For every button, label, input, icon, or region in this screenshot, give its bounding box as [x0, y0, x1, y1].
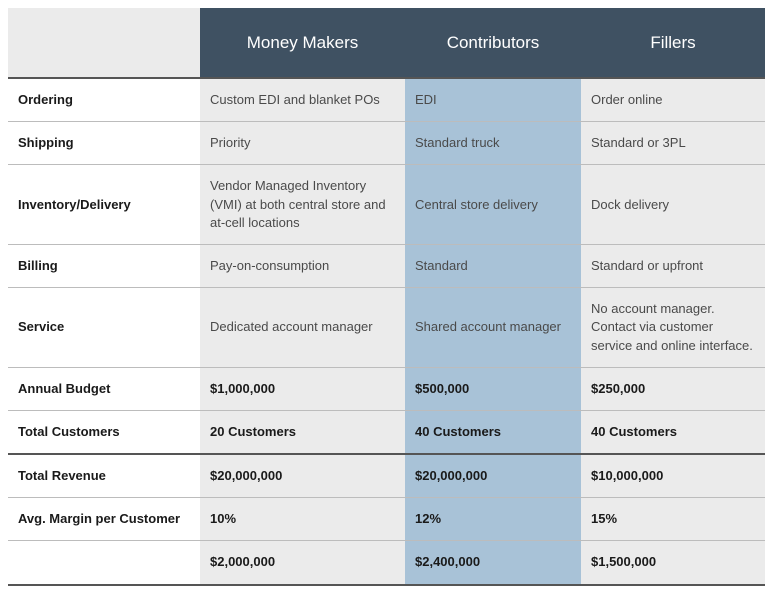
- cell: 12%: [405, 498, 581, 541]
- cell: No account manager. Contact via customer…: [581, 288, 765, 368]
- header-row: Money Makers Contributors Fillers: [8, 8, 765, 78]
- cell: Standard truck: [405, 122, 581, 165]
- cell: Vendor Managed Inventory (VMI) at both c…: [200, 165, 405, 245]
- total-row: $2,000,000$2,400,000$1,500,000: [8, 541, 765, 585]
- table-row: Total Customers20 Customers40 Customers4…: [8, 410, 765, 454]
- cell: $20,000,000: [405, 454, 581, 498]
- total-cell: $2,400,000: [405, 541, 581, 585]
- cell: $10,000,000: [581, 454, 765, 498]
- total-cell: $1,500,000: [581, 541, 765, 585]
- cell: 40 Customers: [405, 410, 581, 454]
- cell: Order online: [581, 78, 765, 122]
- cell: Central store delivery: [405, 165, 581, 245]
- cell: Pay-on-consumption: [200, 244, 405, 287]
- cell: Standard or upfront: [581, 244, 765, 287]
- header-contributors: Contributors: [405, 8, 581, 78]
- cell: Priority: [200, 122, 405, 165]
- segmentation-table: Money Makers Contributors Fillers Orderi…: [8, 8, 765, 586]
- cell: $250,000: [581, 367, 765, 410]
- table-row: Annual Budget$1,000,000$500,000$250,000: [8, 367, 765, 410]
- cell: Dock delivery: [581, 165, 765, 245]
- cell: 10%: [200, 498, 405, 541]
- table-row: ServiceDedicated account managerShared a…: [8, 288, 765, 368]
- header-money-makers: Money Makers: [200, 8, 405, 78]
- cell: Dedicated account manager: [200, 288, 405, 368]
- cell: $500,000: [405, 367, 581, 410]
- row-label: Total Customers: [8, 410, 200, 454]
- cell: $20,000,000: [200, 454, 405, 498]
- cell: $1,000,000: [200, 367, 405, 410]
- table-row: Avg. Margin per Customer10%12%15%: [8, 498, 765, 541]
- cell: 20 Customers: [200, 410, 405, 454]
- total-cell: $2,000,000: [200, 541, 405, 585]
- row-label: Ordering: [8, 78, 200, 122]
- row-label: Service: [8, 288, 200, 368]
- cell: Standard: [405, 244, 581, 287]
- row-label: Avg. Margin per Customer: [8, 498, 200, 541]
- table-row: Total Revenue$20,000,000$20,000,000$10,0…: [8, 454, 765, 498]
- header-blank: [8, 8, 200, 78]
- table-row: BillingPay-on-consumptionStandardStandar…: [8, 244, 765, 287]
- cell: 15%: [581, 498, 765, 541]
- row-label: Annual Budget: [8, 367, 200, 410]
- cell: 40 Customers: [581, 410, 765, 454]
- row-label: Inventory/Delivery: [8, 165, 200, 245]
- table-row: ShippingPriorityStandard truckStandard o…: [8, 122, 765, 165]
- table-row: Inventory/DeliveryVendor Managed Invento…: [8, 165, 765, 245]
- header-fillers: Fillers: [581, 8, 765, 78]
- total-row-label: [8, 541, 200, 585]
- table-row: OrderingCustom EDI and blanket POsEDIOrd…: [8, 78, 765, 122]
- cell: Shared account manager: [405, 288, 581, 368]
- cell: Standard or 3PL: [581, 122, 765, 165]
- row-label: Total Revenue: [8, 454, 200, 498]
- cell: Custom EDI and blanket POs: [200, 78, 405, 122]
- row-label: Shipping: [8, 122, 200, 165]
- row-label: Billing: [8, 244, 200, 287]
- cell: EDI: [405, 78, 581, 122]
